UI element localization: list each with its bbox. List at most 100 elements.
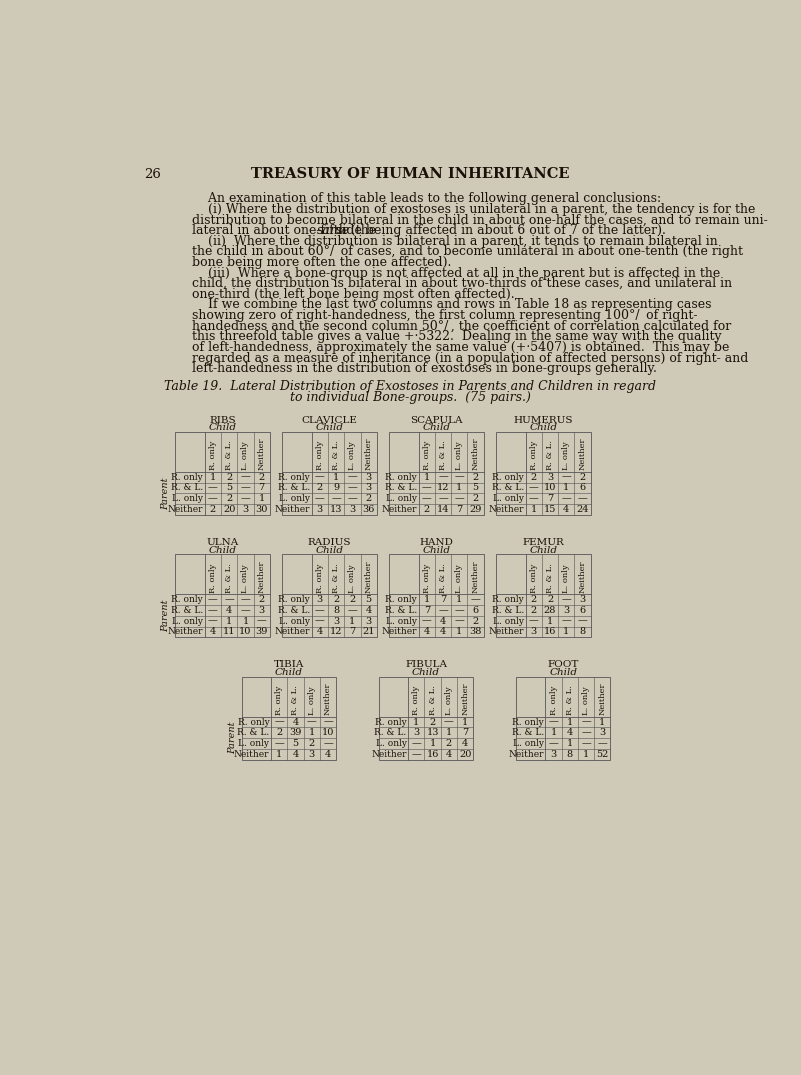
Text: R. & L.: R. & L. — [237, 729, 269, 737]
Text: —: — — [348, 484, 357, 492]
Bar — [389, 432, 484, 515]
Text: R. & L.: R. & L. — [492, 606, 524, 615]
Text: Table 19.  Lateral Distribution of Exostoses in Parents and Children in regard: Table 19. Lateral Distribution of Exosto… — [164, 381, 656, 393]
Text: —: — — [323, 717, 333, 727]
Text: —: — — [454, 617, 465, 626]
Text: lateral in about one-fifth (the: lateral in about one-fifth (the — [191, 224, 380, 236]
Text: R. only: R. only — [529, 563, 537, 592]
Text: 20: 20 — [223, 505, 235, 514]
Text: RIBS: RIBS — [209, 416, 235, 425]
Text: 2: 2 — [473, 494, 479, 503]
Text: 12: 12 — [330, 628, 342, 636]
Text: (iii)  Where a bone-group is not affected at all in the parent but is affected i: (iii) Where a bone-group is not affected… — [191, 267, 720, 280]
Text: R. only: R. only — [279, 596, 310, 604]
Text: —: — — [240, 494, 250, 503]
Text: 2: 2 — [445, 740, 452, 748]
Text: 3: 3 — [413, 729, 420, 737]
Text: R. only: R. only — [316, 441, 324, 470]
Text: L. only: L. only — [386, 494, 417, 503]
Text: 10: 10 — [322, 729, 334, 737]
Text: —: — — [562, 473, 571, 482]
Text: 10: 10 — [239, 628, 252, 636]
Text: R. & L.: R. & L. — [439, 441, 447, 470]
Text: same: same — [317, 224, 350, 236]
Text: 4: 4 — [325, 750, 331, 759]
Text: L. only: L. only — [493, 617, 524, 626]
Text: 7: 7 — [462, 729, 469, 737]
Text: to individual Bone-groups.  (75 pairs.): to individual Bone-groups. (75 pairs.) — [290, 391, 530, 404]
Text: 8: 8 — [567, 750, 573, 759]
Text: bone being more often the one affected).: bone being more often the one affected). — [191, 256, 451, 269]
Text: R. only: R. only — [413, 686, 421, 715]
Text: 4: 4 — [424, 628, 430, 636]
Text: 38: 38 — [469, 628, 481, 636]
Text: 3: 3 — [579, 596, 586, 604]
Text: 3: 3 — [259, 606, 265, 615]
Text: 6: 6 — [579, 484, 586, 492]
Text: R. & L.: R. & L. — [512, 729, 544, 737]
Text: Child: Child — [275, 669, 303, 677]
Bar — [496, 432, 590, 515]
Text: R. only: R. only — [171, 596, 203, 604]
Text: 1: 1 — [599, 717, 606, 727]
Text: —: — — [422, 617, 432, 626]
Text: 2: 2 — [259, 596, 265, 604]
Text: Parent: Parent — [162, 477, 171, 510]
Text: Neither: Neither — [167, 628, 203, 636]
Text: —: — — [549, 717, 558, 727]
Text: L. only: L. only — [376, 740, 407, 748]
Bar — [175, 555, 270, 637]
Text: 4: 4 — [462, 740, 469, 748]
Text: —: — — [307, 717, 316, 727]
Text: L. only: L. only — [308, 686, 316, 715]
Text: L. only: L. only — [582, 686, 590, 715]
Text: 4: 4 — [365, 606, 372, 615]
Text: R. & L.: R. & L. — [171, 484, 203, 492]
Text: 2: 2 — [530, 596, 537, 604]
Text: R. & L.: R. & L. — [225, 441, 233, 470]
Text: regarded as a measure of inheritance (in a population of affected persons) of ri: regarded as a measure of inheritance (in… — [191, 352, 748, 364]
Text: 1: 1 — [429, 740, 436, 748]
Text: Neither: Neither — [381, 505, 417, 514]
Text: R. only: R. only — [316, 563, 324, 592]
Text: R. & L.: R. & L. — [292, 685, 300, 715]
Text: Neither: Neither — [258, 438, 266, 470]
Text: R. only: R. only — [375, 717, 407, 727]
Text: R. only: R. only — [385, 596, 417, 604]
Text: 2: 2 — [429, 717, 436, 727]
Text: Child: Child — [529, 546, 557, 555]
Text: 5: 5 — [365, 596, 372, 604]
Text: —: — — [257, 617, 267, 626]
Text: 1: 1 — [457, 596, 462, 604]
Text: 3: 3 — [365, 617, 372, 626]
Text: R. only: R. only — [423, 563, 431, 592]
Text: Neither: Neither — [275, 628, 310, 636]
Text: —: — — [315, 606, 324, 615]
Text: Neither: Neither — [258, 560, 266, 592]
Text: 2: 2 — [210, 505, 216, 514]
Text: 1: 1 — [566, 740, 573, 748]
Text: 1: 1 — [413, 717, 420, 727]
Text: —: — — [348, 473, 357, 482]
Text: —: — — [323, 740, 333, 748]
Text: —: — — [454, 473, 465, 482]
Text: —: — — [315, 494, 324, 503]
Text: 5: 5 — [473, 484, 479, 492]
Text: 1: 1 — [457, 628, 462, 636]
Text: 5: 5 — [292, 740, 299, 748]
Text: R. & L.: R. & L. — [278, 484, 310, 492]
Text: CLAVICLE: CLAVICLE — [302, 416, 357, 425]
Text: R. only: R. only — [276, 686, 283, 715]
Text: 7: 7 — [457, 505, 462, 514]
Text: 1: 1 — [550, 729, 557, 737]
Text: R. & L.: R. & L. — [374, 729, 407, 737]
Text: 3: 3 — [550, 750, 557, 759]
Text: FEMUR: FEMUR — [522, 538, 564, 547]
Text: R. & L.: R. & L. — [384, 606, 417, 615]
Text: 16: 16 — [426, 750, 439, 759]
Text: 2: 2 — [259, 473, 265, 482]
Text: R. & L.: R. & L. — [171, 606, 203, 615]
Text: one-third (the left bone being most often affected).: one-third (the left bone being most ofte… — [191, 288, 514, 301]
Text: R. only: R. only — [209, 563, 217, 592]
Text: Neither: Neither — [324, 683, 332, 715]
